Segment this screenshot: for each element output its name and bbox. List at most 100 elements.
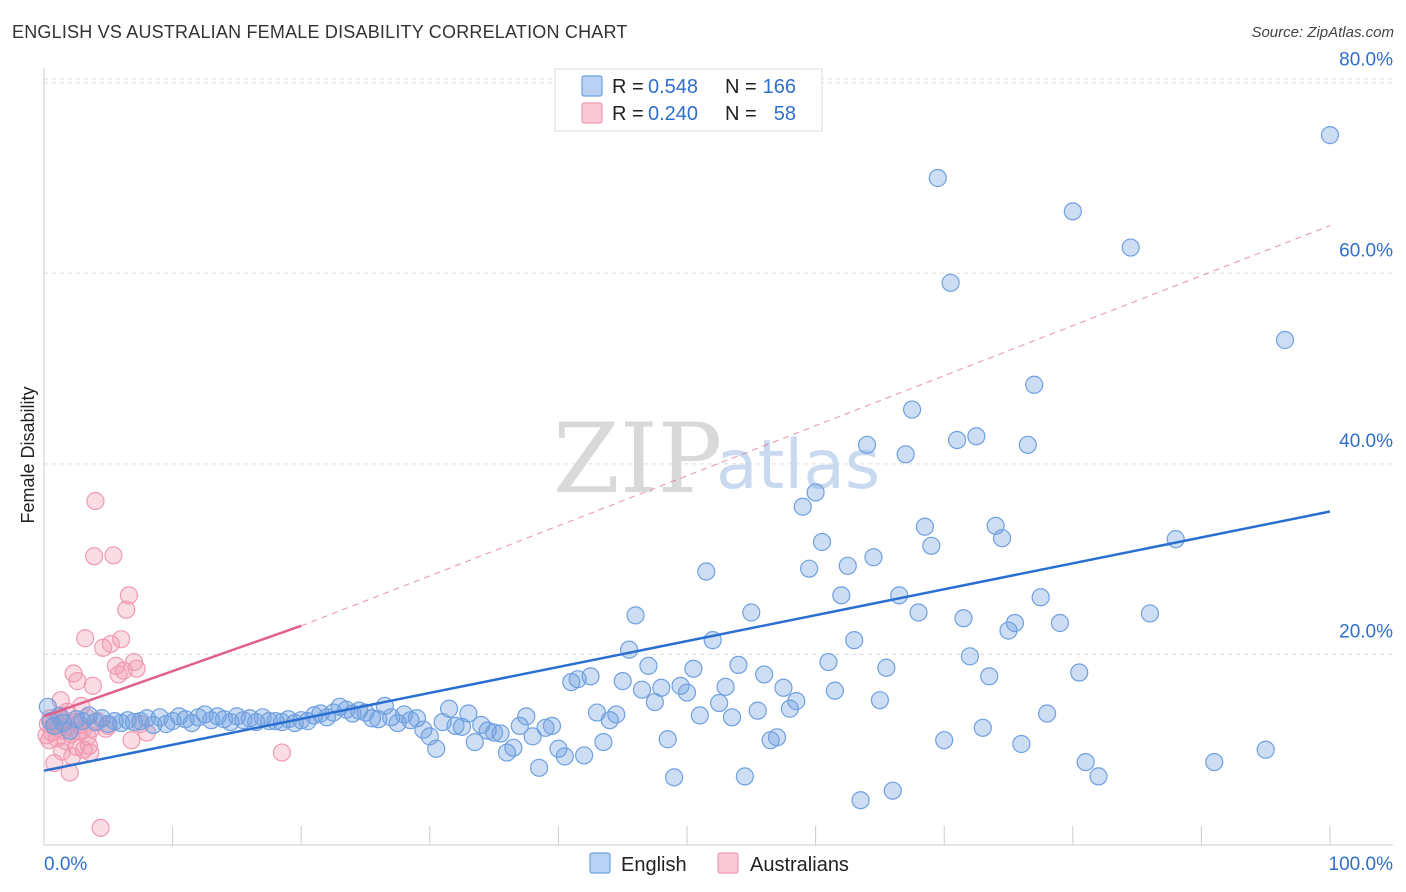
australians-swatch [581,102,603,124]
english-point [118,711,137,730]
english-point [401,711,420,730]
australians-point [104,546,123,565]
chart-source: Source: ZipAtlas.com [1251,24,1394,41]
english-point [677,683,697,702]
english-point [755,665,774,684]
english-point [806,483,825,502]
english-point [427,739,446,758]
english-point [877,658,896,677]
english-point [742,603,761,622]
english-point [922,536,941,555]
english-point [748,701,767,720]
legend-english-swatch [589,852,611,874]
x-tick-label-max: 100.0% [1329,854,1394,875]
english-point [780,699,799,718]
english-point [517,707,536,726]
english-point [819,652,838,672]
english-point [967,427,986,446]
english-point [800,559,819,578]
australians-point [85,547,104,566]
english-point [697,562,716,581]
english-point [767,728,787,747]
english-point [658,730,677,749]
australians-point [137,723,156,742]
english-point [960,647,980,666]
english-point [1320,126,1340,145]
english-point [665,768,684,787]
english-point [536,718,555,737]
english-point [1037,704,1057,723]
english-point [1121,238,1140,257]
watermark-zip: ZIP [553,403,722,515]
english-r-label: R = [612,76,644,98]
english-point [716,677,735,696]
english-point [980,667,999,686]
english-point [735,767,754,786]
australians-n-value: 58 [774,103,796,125]
australians-point [119,586,138,605]
english-point [620,640,639,659]
english-point [1205,753,1224,772]
english-point [722,708,742,727]
australians-point [68,672,87,691]
english-point [870,691,890,710]
english-point [1166,530,1185,549]
english-point [581,667,600,686]
english-point [60,721,79,740]
english-point [446,716,465,735]
english-swatch [581,75,603,97]
english-point [710,693,729,713]
english-point [607,705,626,724]
legend: English Australians [589,852,849,876]
x-tick-labels: 0.0% 100.0% [44,854,1393,875]
english-point [1070,663,1089,682]
english-n-value: 166 [763,76,796,98]
australians-n-label: N = [725,103,757,125]
english-point [902,400,922,419]
english-point [909,603,928,622]
english-point [1012,734,1031,754]
australians-point [81,743,100,762]
english-point [613,672,632,691]
english-point [459,704,478,723]
english-point [407,709,427,728]
english-point [1063,202,1082,221]
australians-point [122,731,141,750]
english-point [838,556,857,575]
english-point [137,709,156,728]
english-point [851,791,870,810]
english-point [144,715,163,735]
english-point [523,727,542,746]
english-point [1031,588,1050,607]
axes [43,68,1393,846]
english-point [1076,753,1095,772]
english-point [1050,613,1070,633]
english-point [954,609,973,628]
english-point [941,273,960,292]
y-tick-labels: 20.0% 40.0% 60.0% 80.0% [1339,50,1393,643]
english-point [549,739,568,758]
english-point [1018,435,1037,454]
english-point [857,435,877,454]
australians-point [112,630,131,649]
english-point [465,732,484,752]
australians-trendline [43,624,302,718]
english-point [832,586,851,605]
english-point [510,716,529,735]
australians-point [52,742,72,761]
australians-point [272,743,292,762]
legend-australians-swatch [717,852,739,874]
english-r-value: 0.548 [648,76,698,98]
english-point [1140,604,1160,623]
english-point [362,709,382,728]
english-trendline [43,510,1331,772]
series-australians [37,491,292,837]
english-point [684,659,703,678]
watermark: ZIP atlas [553,403,880,515]
english-point [671,676,690,695]
english-point [652,678,671,697]
english-point [864,548,883,567]
australians-point [86,491,105,511]
english-point [787,692,806,711]
